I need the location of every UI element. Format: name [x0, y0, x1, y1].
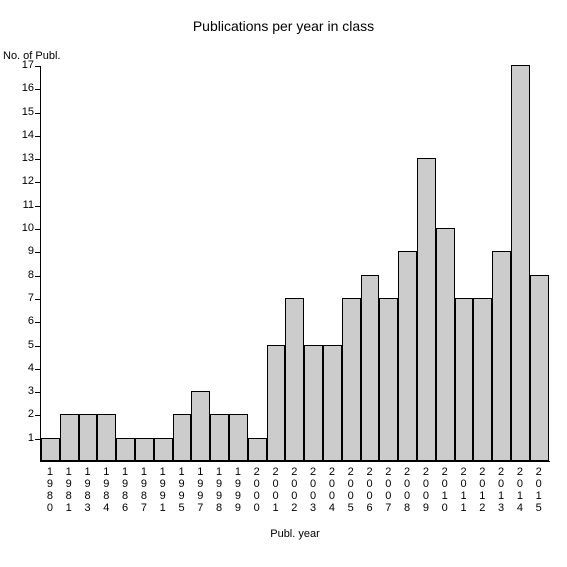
bar — [455, 298, 474, 461]
x-tick-label: 1991 — [157, 466, 168, 514]
y-tick-mark — [35, 346, 40, 347]
x-tick-label: 2004 — [326, 466, 337, 514]
bar — [97, 414, 116, 461]
y-tick-label: 4 — [10, 362, 34, 374]
x-tick-label: 2005 — [345, 466, 356, 514]
bar — [267, 345, 286, 461]
x-tick-label: 1986 — [120, 466, 131, 514]
x-tick-label: 1981 — [63, 466, 74, 514]
y-tick-mark — [35, 439, 40, 440]
bar — [210, 414, 229, 461]
y-tick-label: 14 — [10, 129, 34, 141]
x-tick-label: 1995 — [176, 466, 187, 514]
bar — [492, 251, 511, 461]
y-tick-label: 11 — [10, 199, 34, 211]
x-tick-label: 1984 — [101, 466, 112, 514]
y-tick-mark — [35, 182, 40, 183]
x-axis-label: Publ. year — [40, 528, 550, 540]
x-tick-label: 2003 — [308, 466, 319, 514]
bar — [285, 298, 304, 461]
y-tick-mark — [35, 136, 40, 137]
x-tick-label: 2009 — [420, 466, 431, 514]
y-tick-label: 6 — [10, 315, 34, 327]
chart-title: Publications per year in class — [0, 0, 567, 34]
x-tick-label: 2002 — [289, 466, 300, 514]
y-tick-mark — [35, 206, 40, 207]
bar — [323, 345, 342, 461]
y-tick-mark — [35, 415, 40, 416]
y-tick-label: 9 — [10, 245, 34, 257]
x-tick-label: 2006 — [364, 466, 375, 514]
x-tick-label: 1980 — [44, 466, 55, 514]
x-tick-label: 1987 — [138, 466, 149, 514]
y-tick-label: 2 — [10, 408, 34, 420]
bar — [530, 275, 549, 461]
bar — [436, 228, 455, 461]
x-tick-label: 2012 — [477, 466, 488, 514]
bar — [379, 298, 398, 461]
x-tick-label: 2000 — [251, 466, 262, 514]
x-tick-label: 2001 — [270, 466, 281, 514]
x-tick-label: 1998 — [214, 466, 225, 514]
y-tick-label: 7 — [10, 292, 34, 304]
y-tick-label: 13 — [10, 152, 34, 164]
x-tick-label: 2011 — [458, 466, 469, 514]
y-tick-mark — [35, 66, 40, 67]
bar — [229, 414, 248, 461]
x-tick-label: 2015 — [533, 466, 544, 514]
y-tick-mark — [35, 159, 40, 160]
bar — [191, 391, 210, 461]
y-tick-label: 8 — [10, 269, 34, 281]
bar — [154, 438, 173, 461]
y-tick-mark — [35, 369, 40, 370]
y-tick-mark — [35, 113, 40, 114]
x-tick-label: 1997 — [195, 466, 206, 514]
y-tick-label: 5 — [10, 339, 34, 351]
bar — [511, 65, 530, 461]
y-tick-mark — [35, 299, 40, 300]
y-tick-mark — [35, 89, 40, 90]
bar — [398, 251, 417, 461]
y-tick-label: 10 — [10, 222, 34, 234]
bar — [342, 298, 361, 461]
bar — [116, 438, 135, 461]
x-tick-label: 1983 — [82, 466, 93, 514]
y-tick-mark — [35, 276, 40, 277]
bar — [417, 158, 436, 461]
x-tick-label: 2014 — [514, 466, 525, 514]
y-tick-mark — [35, 229, 40, 230]
y-tick-mark — [35, 322, 40, 323]
y-tick-label: 12 — [10, 175, 34, 187]
bar — [79, 414, 98, 461]
x-tick-label: 1999 — [232, 466, 243, 514]
bar — [173, 414, 192, 461]
x-tick-label: 2010 — [439, 466, 450, 514]
bar — [60, 414, 79, 461]
bar — [361, 275, 380, 461]
y-tick-label: 17 — [10, 59, 34, 71]
y-tick-mark — [35, 252, 40, 253]
chart-plot-area — [40, 66, 550, 462]
y-tick-mark — [35, 392, 40, 393]
y-tick-label: 3 — [10, 385, 34, 397]
y-tick-label: 16 — [10, 82, 34, 94]
bar — [248, 438, 267, 461]
bar — [41, 438, 60, 461]
x-tick-label: 2013 — [496, 466, 507, 514]
y-tick-label: 1 — [10, 432, 34, 444]
x-tick-label: 2008 — [402, 466, 413, 514]
y-tick-label: 15 — [10, 106, 34, 118]
bar — [304, 345, 323, 461]
bar — [135, 438, 154, 461]
bar — [473, 298, 492, 461]
x-tick-label: 2007 — [383, 466, 394, 514]
